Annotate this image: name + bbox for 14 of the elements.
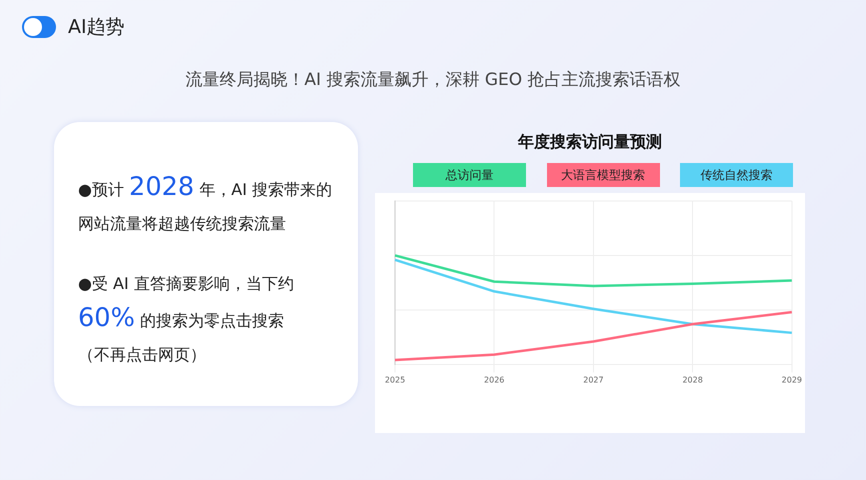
text: ●受 AI 直答摘要影响，当下约 60% 的搜索为零点击搜索 xyxy=(78,274,294,333)
text: 传统自然搜索 xyxy=(680,163,793,187)
x-tick-label: 2028 xyxy=(682,375,703,384)
chart-title: 年度搜索访问量预测 xyxy=(516,132,663,153)
text: 大语言模型搜索 xyxy=(546,163,660,187)
text: ●预计 2028 年，AI 搜索带来的网站流量将超越传统搜索流量 xyxy=(78,172,332,233)
x-tick-label: 2029 xyxy=(782,375,802,384)
x-tick-label: 2025 xyxy=(384,375,406,384)
text: 总访问量 xyxy=(413,163,526,187)
x-tick-label: 2026 xyxy=(484,375,504,384)
x-tick-label: 2027 xyxy=(583,375,604,384)
text: AI趋势 xyxy=(68,15,125,40)
chart-subtitle: 流量终局揭晓！AI 搜索流量飙升，深耕 GEO 抢占主流搜索话语权 xyxy=(184,69,682,91)
text: （不再点击网页） xyxy=(78,345,206,364)
